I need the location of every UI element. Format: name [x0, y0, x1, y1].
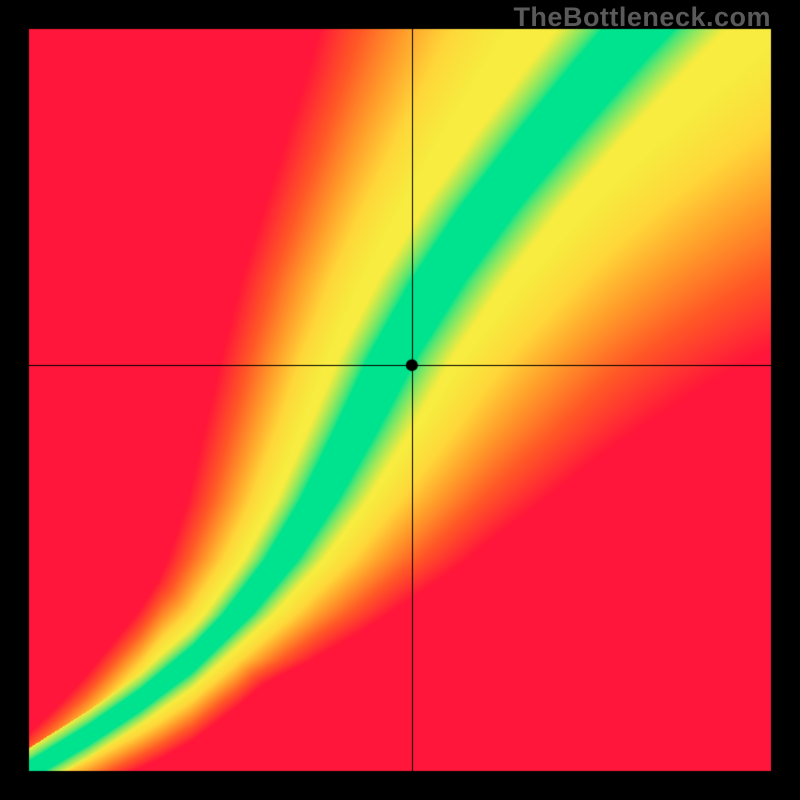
bottleneck-heatmap-chart: TheBottleneck.com — [0, 0, 800, 800]
heatmap-canvas — [0, 0, 800, 800]
watermark-text: TheBottleneck.com — [513, 2, 771, 33]
